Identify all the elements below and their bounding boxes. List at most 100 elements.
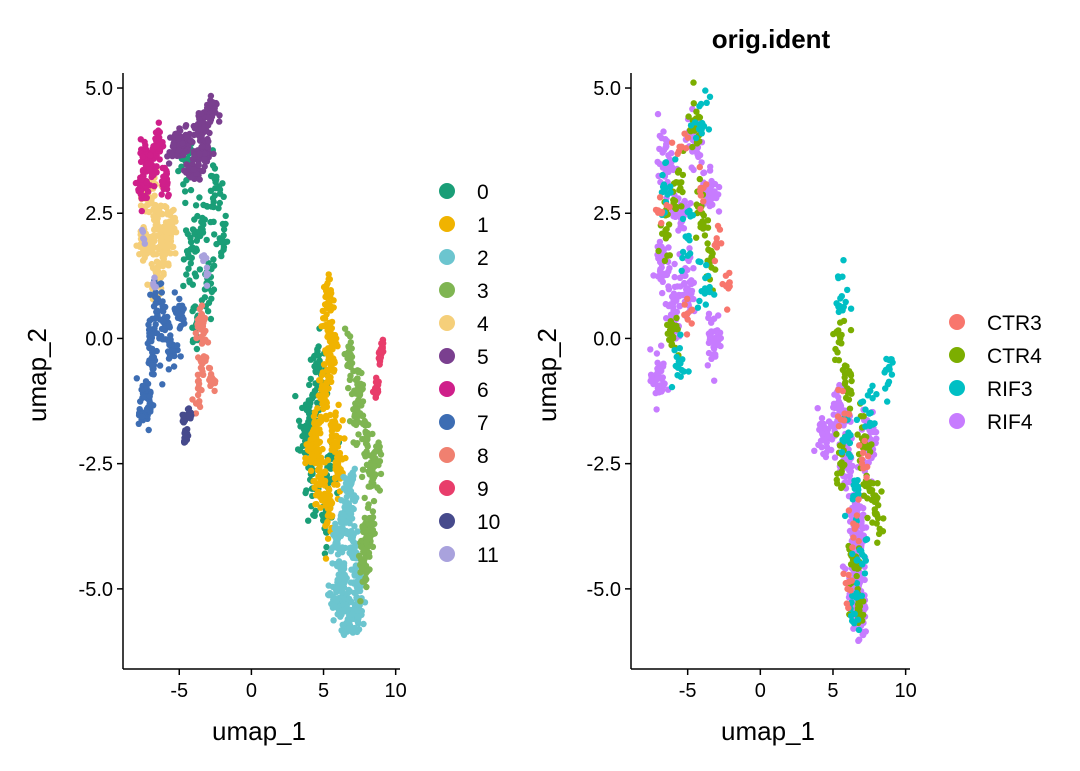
scatter-point xyxy=(855,496,862,503)
scatter-point xyxy=(325,287,332,294)
scatter-point xyxy=(369,543,377,550)
scatter-point xyxy=(672,156,679,163)
scatter-point xyxy=(220,243,228,251)
scatter-point xyxy=(207,92,215,100)
legend-item-3: 3 xyxy=(439,280,489,303)
scatter-point xyxy=(315,392,322,399)
scatter-point xyxy=(875,530,883,538)
scatter-point xyxy=(193,237,200,244)
scatter-point xyxy=(658,134,665,142)
scatter-point xyxy=(710,344,717,351)
scatter-point xyxy=(348,598,355,605)
scatter-point xyxy=(180,151,187,159)
scatter-point xyxy=(187,238,195,246)
scatter-point xyxy=(839,563,847,570)
scatter-point xyxy=(662,159,669,167)
scatter-point xyxy=(861,576,868,584)
scatter-point xyxy=(339,564,346,571)
scatter-point xyxy=(151,192,158,199)
scatter-point xyxy=(295,417,303,424)
scatter-point xyxy=(199,214,206,222)
scatter-point xyxy=(364,429,371,437)
scatter-point xyxy=(706,167,714,174)
y-ticks: -5.0 -2.5 0.0 2.5 5.0 xyxy=(587,78,631,601)
x-tick-label: 10 xyxy=(385,680,407,702)
scatter-point xyxy=(369,521,376,528)
scatter-point xyxy=(142,378,150,385)
scatter-point xyxy=(310,413,318,420)
scatter-point xyxy=(679,248,687,256)
scatter-point xyxy=(874,480,881,487)
scatter-point xyxy=(150,303,158,310)
legend-label: 5 xyxy=(477,346,489,369)
scatter-point xyxy=(855,626,863,634)
scatter-point xyxy=(139,257,147,264)
scatter-point xyxy=(713,244,721,251)
scatter-point xyxy=(141,240,148,247)
scatter-point xyxy=(701,232,709,239)
scatter-point xyxy=(326,319,333,327)
scatter-point xyxy=(853,572,860,580)
scatter-point xyxy=(336,456,344,463)
scatter-point xyxy=(681,311,688,318)
scatter-point xyxy=(208,295,215,302)
scatter-point xyxy=(183,271,190,278)
scatter-point xyxy=(856,442,863,449)
scatter-point xyxy=(844,286,851,294)
scatter-point xyxy=(878,488,885,495)
scatter-point xyxy=(329,342,336,349)
scatter-point xyxy=(162,243,170,250)
scatter-point xyxy=(360,620,367,628)
scatter-point xyxy=(849,550,856,558)
scatter-point xyxy=(347,372,354,379)
scatter-points xyxy=(647,79,896,644)
scatter-point xyxy=(142,246,149,253)
scatter-point xyxy=(314,466,322,474)
scatter-point xyxy=(711,377,718,384)
scatter-point xyxy=(307,375,314,383)
scatter-point xyxy=(198,132,205,139)
scatter-point xyxy=(869,382,876,389)
scatter-point xyxy=(661,257,669,264)
scatter-point xyxy=(656,387,663,395)
scatter-point xyxy=(199,323,207,330)
scatter-point xyxy=(186,279,193,286)
scatter-point xyxy=(883,355,890,363)
scatter-point xyxy=(314,405,321,412)
scatter-point xyxy=(665,286,673,293)
scatter-point xyxy=(367,483,374,490)
scatter-point xyxy=(323,282,330,289)
scatter-point xyxy=(677,331,684,338)
scatter-point xyxy=(375,458,383,466)
scatter-point xyxy=(348,528,355,535)
scatter-point xyxy=(377,451,385,458)
scatter-point xyxy=(853,589,860,597)
scatter-point xyxy=(674,372,681,379)
legend-item-11: 11 xyxy=(439,544,499,567)
scatter-point xyxy=(159,381,166,388)
scatter-point xyxy=(175,135,182,142)
scatter-point xyxy=(654,110,662,118)
scatter-point xyxy=(344,477,351,485)
scatter-point xyxy=(206,365,214,372)
scatter-point xyxy=(163,185,171,193)
scatter-point xyxy=(136,251,143,258)
scatter-point xyxy=(207,315,215,323)
scatter-point xyxy=(216,190,224,197)
scatter-point xyxy=(146,199,153,207)
scatter-point xyxy=(359,466,367,473)
scatter-point xyxy=(657,375,664,382)
series-RIF3 xyxy=(658,87,896,634)
scatter-point xyxy=(201,357,208,364)
scatter-point xyxy=(345,384,352,392)
scatter-point xyxy=(667,301,675,308)
scatter-point xyxy=(668,383,676,391)
scatter-point xyxy=(311,420,318,427)
scatter-point xyxy=(862,482,870,489)
scatter-point xyxy=(302,423,310,430)
scatter-point xyxy=(663,137,671,145)
scatter-point xyxy=(339,417,346,424)
scatter-point xyxy=(677,292,685,299)
scatter-point xyxy=(160,308,167,315)
scatter-point xyxy=(166,339,173,346)
